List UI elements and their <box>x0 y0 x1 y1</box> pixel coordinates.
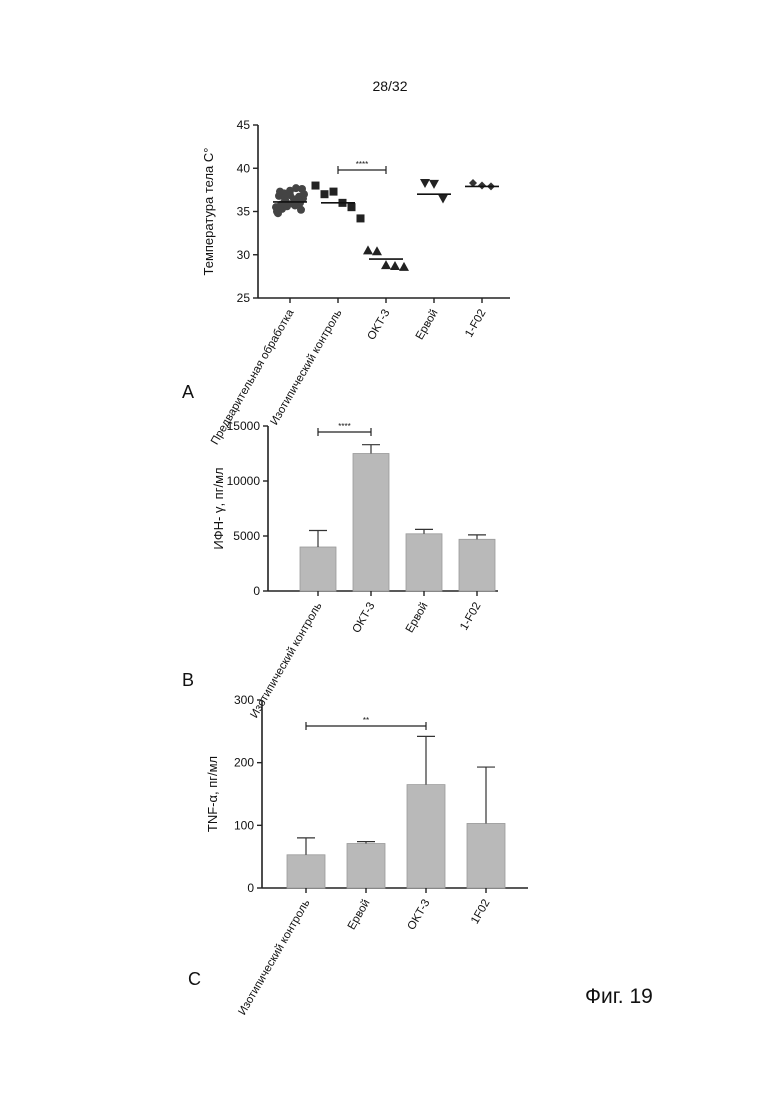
bar <box>300 547 336 591</box>
panel-c-chart: 0100200300TNF-α, пг/млИзотипический конт… <box>0 685 780 995</box>
x-tick-label: Ервой <box>414 308 441 342</box>
bar-chart-tnf-alpha: 0100200300TNF-α, пг/млИзотипический конт… <box>0 685 780 995</box>
y-tick-label: 0 <box>253 584 260 598</box>
y-axis-label: TNF-α, пг/мл <box>205 756 220 832</box>
data-point <box>298 185 306 193</box>
x-tick-label: OKT-3 <box>351 601 378 636</box>
x-tick-label: OKT-3 <box>366 308 393 343</box>
y-tick-label: 10000 <box>227 474 261 488</box>
y-tick-label: 45 <box>237 118 251 132</box>
data-point <box>399 262 409 271</box>
y-axis-label: ИФН- γ, пг/мл <box>211 467 226 549</box>
x-tick-label: OKT-3 <box>406 898 433 933</box>
y-tick-label: 5000 <box>233 529 260 543</box>
data-point <box>276 188 284 196</box>
figure-caption: Фиг. 19 <box>585 985 653 1009</box>
x-tick-label: Ервой <box>404 601 431 635</box>
data-point <box>372 246 382 255</box>
significance-label: **** <box>356 160 368 169</box>
y-tick-label: 15000 <box>227 419 261 433</box>
y-tick-label: 200 <box>234 756 254 770</box>
data-point <box>478 182 486 190</box>
panel-a-chart: 2530354045Температура тела С°Предварител… <box>0 100 780 430</box>
bar <box>287 855 325 888</box>
data-point <box>381 260 391 269</box>
y-tick-label: 35 <box>237 205 251 219</box>
x-tick-label: 1-F02 <box>463 308 488 340</box>
y-tick-label: 100 <box>234 818 254 832</box>
x-tick-label: Изотипический контроль <box>236 898 312 1018</box>
scatter-chart-body-temperature: 2530354045Температура тела С°Предварител… <box>0 100 780 430</box>
bar <box>347 844 385 888</box>
bar-chart-ifn-gamma: 050001000015000ИФН- γ, пг/млИзотипически… <box>0 410 780 700</box>
y-axis-label: Температура тела С° <box>201 148 216 276</box>
y-tick-label: 0 <box>247 881 254 895</box>
x-tick-label: 1-F02 <box>458 601 483 633</box>
y-tick-label: 30 <box>237 248 251 262</box>
data-point <box>429 180 439 189</box>
data-point <box>357 214 365 222</box>
panel-b-chart: 050001000015000ИФН- γ, пг/млИзотипически… <box>0 410 780 700</box>
page-number: 28/32 <box>0 78 780 94</box>
y-tick-label: 300 <box>234 693 254 707</box>
data-point <box>274 209 282 217</box>
bar <box>467 823 505 888</box>
x-tick-label: 1F02 <box>469 898 493 927</box>
bar <box>459 539 495 591</box>
bar <box>407 785 445 888</box>
y-tick-label: 40 <box>237 161 251 175</box>
data-point <box>312 182 320 190</box>
data-point <box>330 188 338 196</box>
significance-label: ** <box>363 716 369 725</box>
bar <box>353 454 389 592</box>
panel-label: C <box>188 969 201 989</box>
bar <box>406 534 442 591</box>
data-point <box>438 195 448 204</box>
data-point <box>321 190 329 198</box>
y-tick-label: 25 <box>237 291 251 305</box>
data-point <box>286 191 294 199</box>
x-tick-label: Ервой <box>346 898 373 932</box>
data-point <box>348 203 356 211</box>
significance-label: **** <box>338 422 350 431</box>
data-point <box>420 179 430 188</box>
data-point <box>363 245 373 254</box>
data-point <box>390 261 400 270</box>
panel-label: A <box>182 382 194 402</box>
